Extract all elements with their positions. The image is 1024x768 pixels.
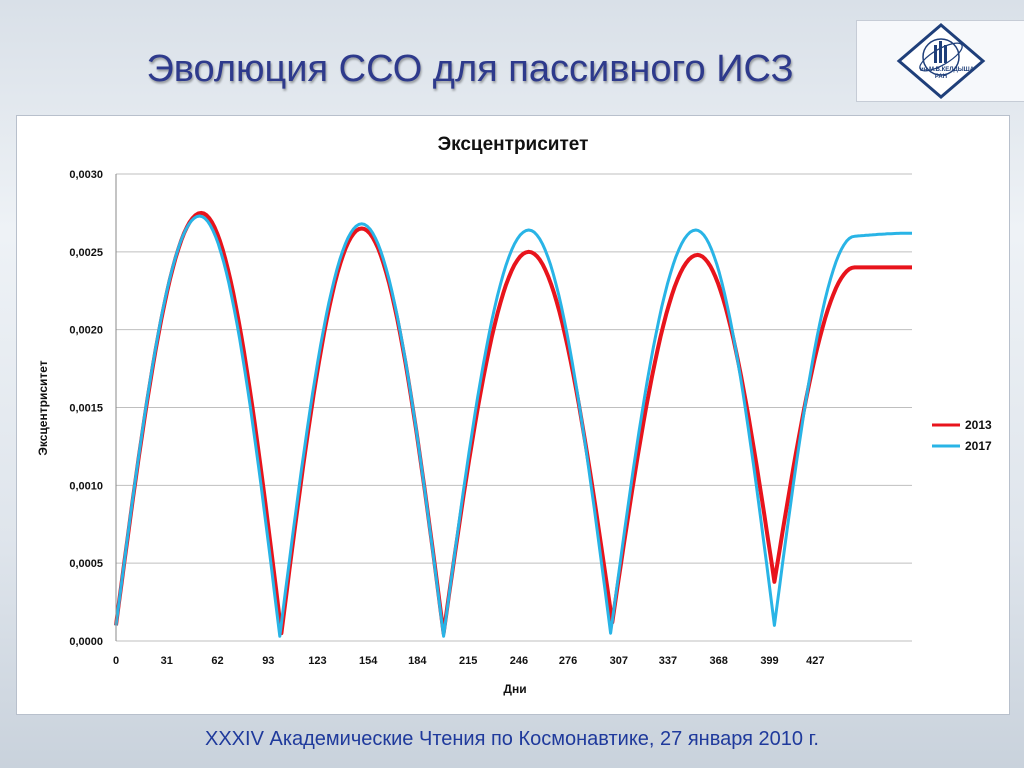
x-tick-label: 368: [710, 655, 728, 667]
x-tick-label: 93: [262, 655, 274, 667]
logo-caption: ин.М.В.КЕЛДЫША РАН: [920, 67, 975, 80]
x-axis-label: Дни: [503, 682, 526, 696]
y-tick-label: 0,0010: [69, 480, 103, 492]
x-tick-label: 337: [659, 655, 677, 667]
x-tick-label: 123: [308, 655, 326, 667]
institute-logo: ин.М.В.КЕЛДЫША РАН: [856, 20, 1024, 102]
y-axis-label: Эксцентриситет: [36, 360, 50, 455]
y-tick-label: 0,0015: [69, 403, 103, 415]
legend: 2013 2017: [932, 418, 992, 453]
y-tick-label: 0,0005: [69, 558, 103, 570]
y-tick-label: 0,0000: [69, 636, 103, 648]
y-tick-label: 0,0020: [69, 325, 103, 337]
axes: 0,0030 0,0025 0,0020 0,0015 0,0010 0,0005 0,00…: [69, 169, 824, 667]
x-tick-label: 427: [806, 655, 824, 667]
series-line-2017: [114, 214, 912, 638]
x-tick-label: 154: [359, 655, 378, 667]
chart-panel: 0,0030 0,0025 0,0020 0,0015 0,0010 0,0005 0,00…: [16, 115, 1010, 715]
x-tick-label: 184: [408, 655, 427, 667]
logo-emblem-icon: [896, 23, 986, 99]
legend-label-2013: 2013: [965, 418, 992, 432]
series-line-2013: [114, 210, 913, 636]
chart-title: Эксцентриситет: [438, 134, 589, 155]
x-tick-label: 215: [459, 655, 477, 667]
x-tick-label: 399: [760, 655, 778, 667]
eccentricity-chart: 0,0030 0,0025 0,0020 0,0015 0,0010 0,0005 0,00…: [36, 134, 992, 696]
x-tick-label: 62: [211, 655, 223, 667]
y-tick-label: 0,0025: [69, 247, 103, 259]
x-tick-label: 0: [113, 655, 119, 667]
x-tick-label: 31: [161, 655, 173, 667]
x-tick-label: 246: [510, 655, 528, 667]
series-lines: [114, 210, 913, 638]
slide-title: Эволюция ССО для пассивного ИСЗ: [146, 48, 794, 90]
x-tick-label: 307: [610, 655, 628, 667]
footer-caption: XXXIV Академические Чтения по Космонавти…: [205, 728, 819, 750]
y-tick-label: 0,0030: [69, 169, 103, 181]
legend-label-2017: 2017: [965, 439, 992, 453]
x-tick-label: 276: [559, 655, 577, 667]
